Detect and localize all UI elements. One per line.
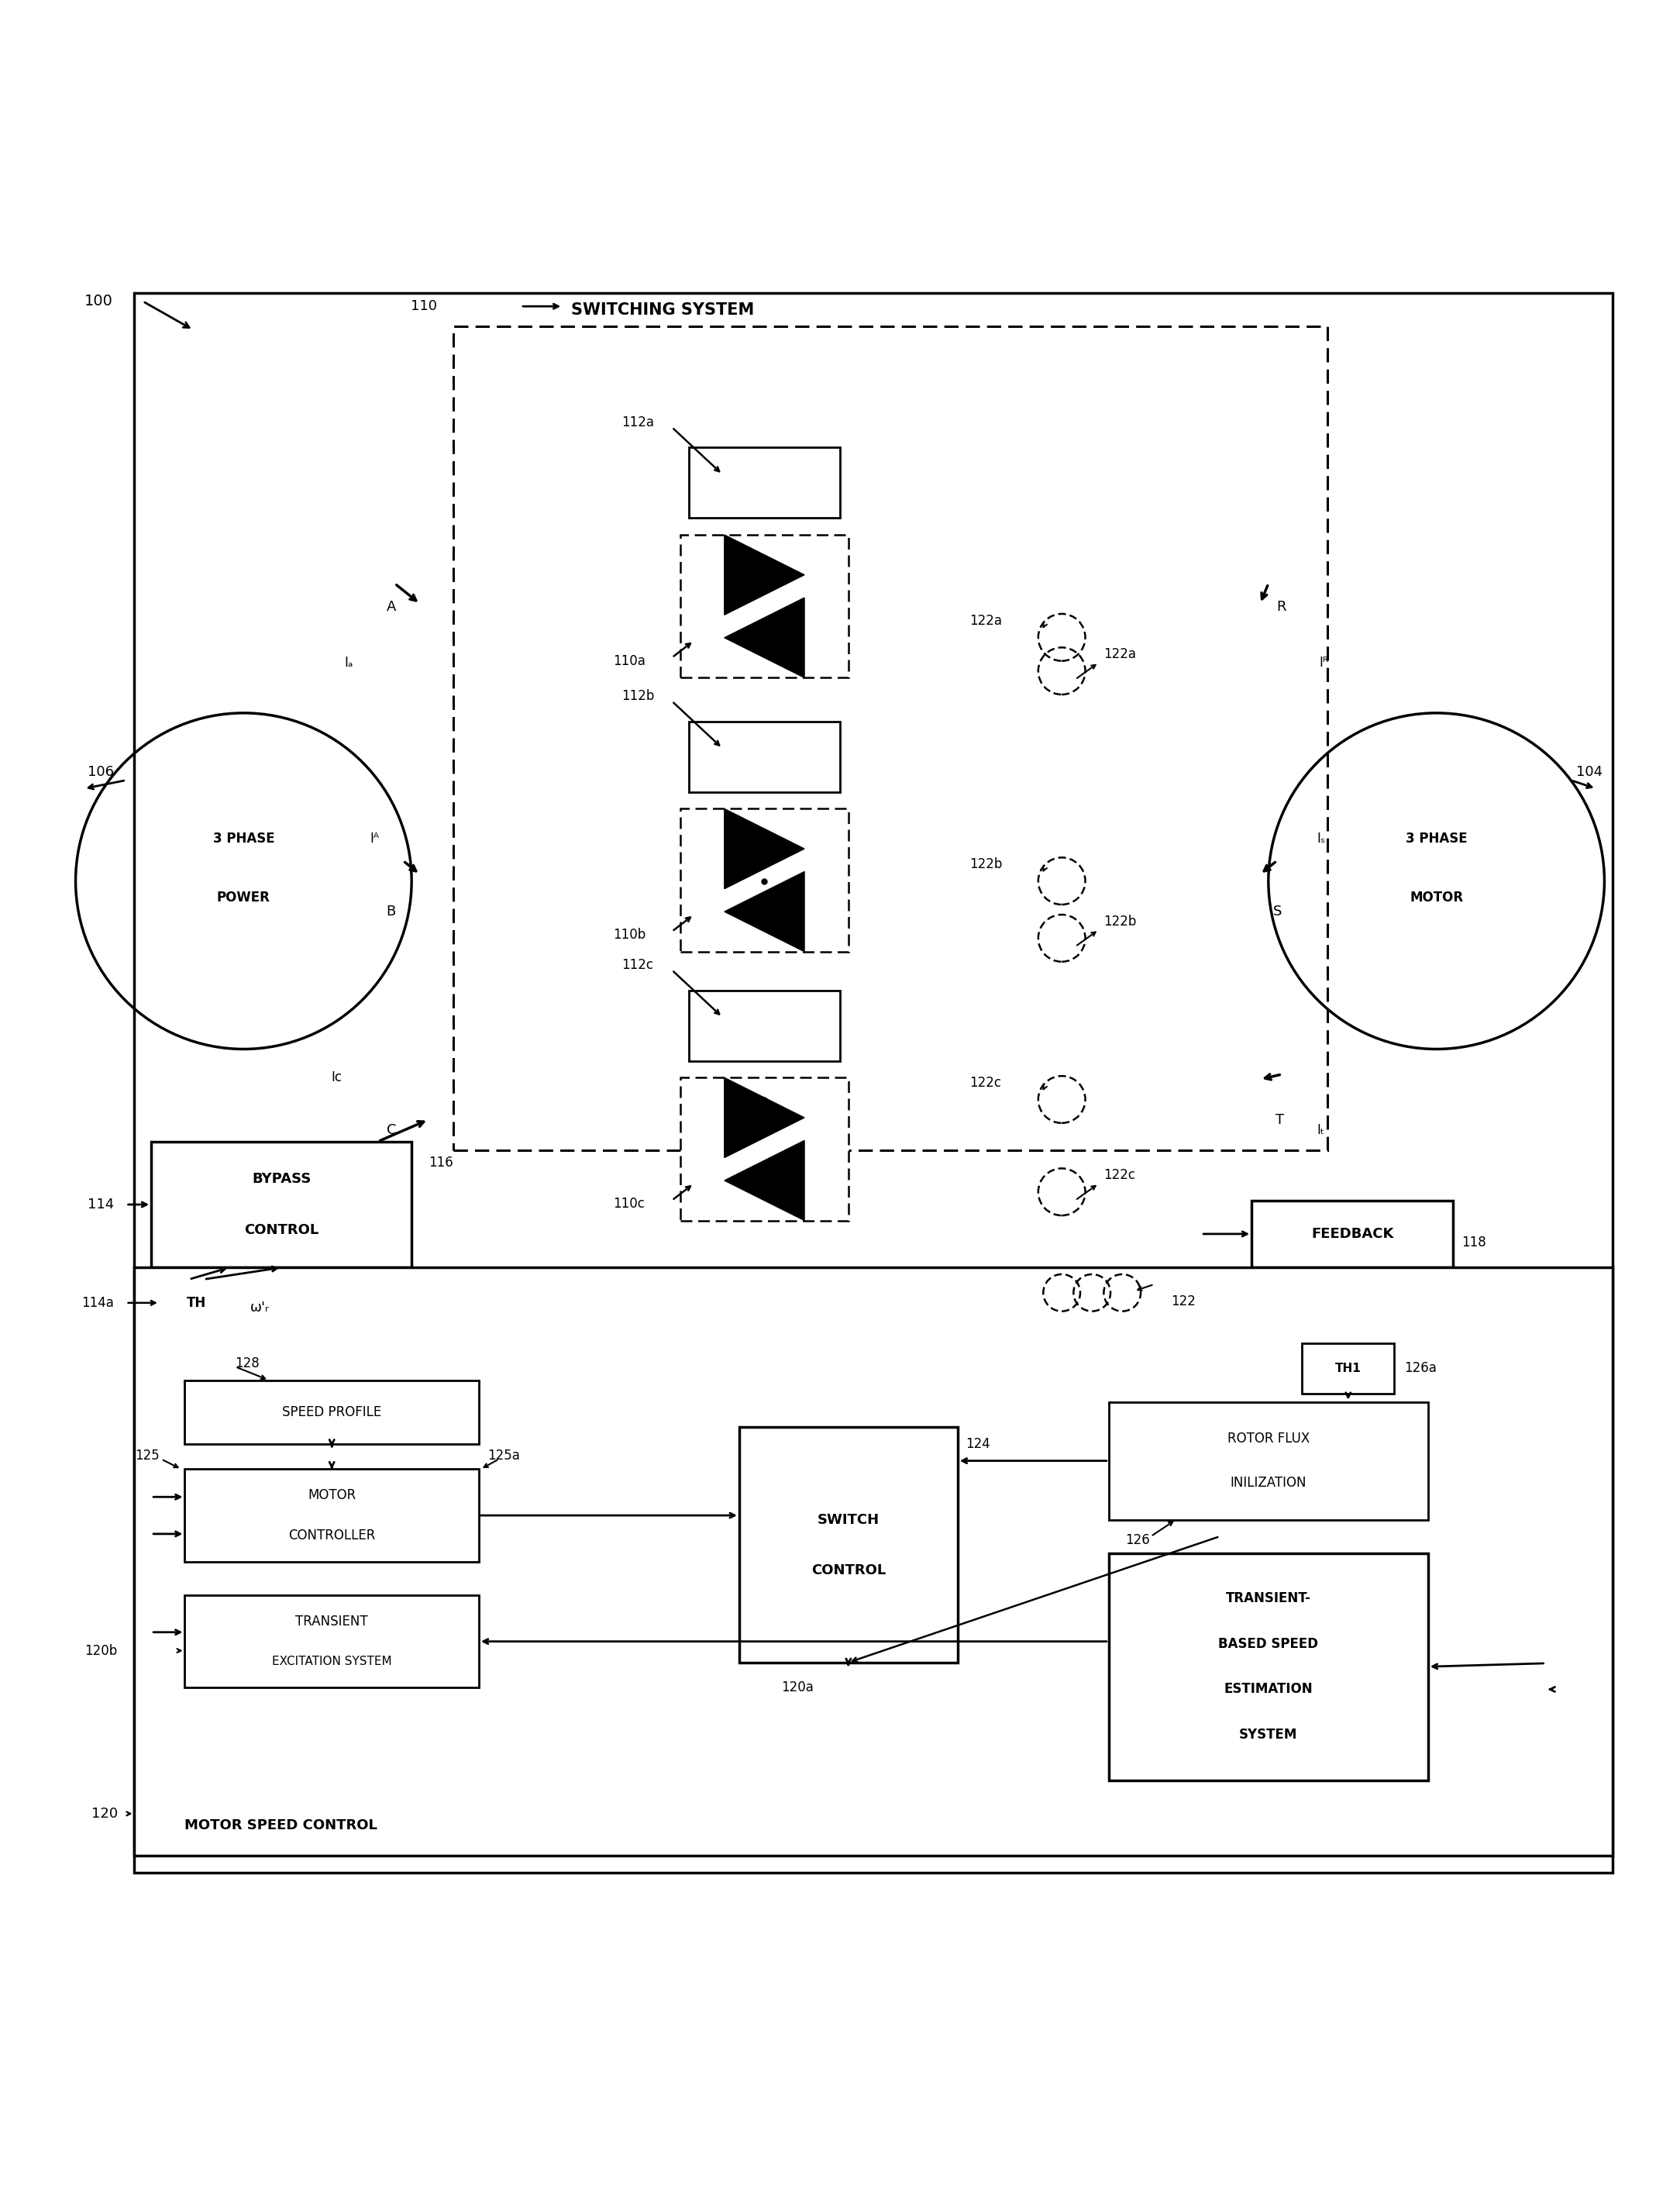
Text: A: A xyxy=(386,600,396,614)
Text: 122c: 122c xyxy=(969,1075,1001,1091)
Text: SPEED PROFILE: SPEED PROFILE xyxy=(282,1405,381,1418)
Text: BYPASS: BYPASS xyxy=(252,1172,311,1185)
Bar xyxy=(151,1141,412,1267)
Bar xyxy=(689,721,840,792)
Text: S: S xyxy=(1273,904,1282,919)
Text: MOTOR: MOTOR xyxy=(307,1489,356,1502)
Text: SYSTEM: SYSTEM xyxy=(1240,1728,1297,1742)
Polygon shape xyxy=(724,598,805,677)
Bar xyxy=(680,534,848,677)
Text: 122a: 122a xyxy=(969,614,1001,627)
Text: 122b: 122b xyxy=(1104,915,1137,928)
Text: EXCITATION SYSTEM: EXCITATION SYSTEM xyxy=(272,1656,391,1667)
Text: TRANSIENT-: TRANSIENT- xyxy=(1226,1592,1310,1605)
Text: 122a: 122a xyxy=(1104,647,1136,662)
Text: 114: 114 xyxy=(87,1198,114,1212)
Polygon shape xyxy=(724,1078,805,1157)
Polygon shape xyxy=(724,534,805,616)
Text: Iᴬ: Iᴬ xyxy=(370,831,380,847)
Text: 114a: 114a xyxy=(82,1295,114,1311)
Text: 122: 122 xyxy=(1171,1295,1196,1308)
Text: CONTROL: CONTROL xyxy=(811,1563,885,1577)
Text: Iₐ: Iₐ xyxy=(344,655,353,668)
Text: 120: 120 xyxy=(91,1808,118,1821)
Text: 100: 100 xyxy=(84,295,113,308)
Text: 122c: 122c xyxy=(1104,1168,1136,1183)
Text: 125: 125 xyxy=(134,1449,160,1462)
Polygon shape xyxy=(724,809,805,888)
Text: B: B xyxy=(386,904,396,919)
Text: 128: 128 xyxy=(235,1357,260,1370)
Text: 126: 126 xyxy=(1126,1533,1151,1546)
Text: ω'ᵣ: ω'ᵣ xyxy=(250,1300,269,1315)
Text: Iₛ: Iₛ xyxy=(1317,831,1326,847)
Text: BASED SPEED: BASED SPEED xyxy=(1218,1636,1319,1651)
Text: 124: 124 xyxy=(966,1436,991,1451)
Text: SWITCHING SYSTEM: SWITCHING SYSTEM xyxy=(571,301,754,317)
Text: 110b: 110b xyxy=(613,928,645,941)
Text: 125a: 125a xyxy=(487,1449,519,1462)
Text: 110: 110 xyxy=(410,299,437,312)
Text: 120a: 120a xyxy=(781,1680,813,1695)
Text: 110a: 110a xyxy=(613,653,645,668)
Polygon shape xyxy=(724,871,805,952)
Text: 106: 106 xyxy=(87,765,114,778)
Text: 104: 104 xyxy=(1576,765,1603,778)
Bar xyxy=(185,1381,479,1445)
Text: CONTROL: CONTROL xyxy=(244,1223,319,1236)
Bar xyxy=(680,1078,848,1220)
Text: MOTOR: MOTOR xyxy=(1410,891,1463,904)
Bar xyxy=(185,1594,479,1687)
Text: TH: TH xyxy=(186,1295,207,1311)
Text: T: T xyxy=(1275,1113,1284,1126)
Bar xyxy=(689,446,840,519)
Text: POWER: POWER xyxy=(217,891,270,904)
Text: Iᴄ: Iᴄ xyxy=(331,1071,341,1084)
Bar xyxy=(185,1469,479,1561)
Text: Iₜ: Iₜ xyxy=(1317,1124,1326,1137)
Text: 120b: 120b xyxy=(86,1643,118,1658)
Text: CONTROLLER: CONTROLLER xyxy=(289,1528,375,1541)
Text: 3 PHASE: 3 PHASE xyxy=(1406,831,1467,847)
Text: MOTOR SPEED CONTROL: MOTOR SPEED CONTROL xyxy=(185,1819,378,1832)
Bar xyxy=(160,1280,234,1326)
Text: 122b: 122b xyxy=(969,858,1003,871)
Polygon shape xyxy=(724,1141,805,1220)
Text: Iᴿ: Iᴿ xyxy=(1319,655,1329,668)
Bar xyxy=(1109,1403,1428,1520)
Text: TRANSIENT: TRANSIENT xyxy=(296,1614,368,1627)
Text: FEEDBACK: FEEDBACK xyxy=(1310,1227,1394,1240)
Text: TH1: TH1 xyxy=(1336,1363,1361,1374)
Text: 116: 116 xyxy=(428,1154,454,1170)
Text: SWITCH: SWITCH xyxy=(818,1513,879,1526)
Text: R: R xyxy=(1277,600,1287,614)
Text: ESTIMATION: ESTIMATION xyxy=(1225,1682,1312,1695)
Bar xyxy=(134,1267,1613,1856)
Text: ROTOR FLUX: ROTOR FLUX xyxy=(1226,1432,1310,1447)
Text: 3 PHASE: 3 PHASE xyxy=(213,831,274,847)
Text: INILIZATION: INILIZATION xyxy=(1230,1476,1307,1489)
Bar xyxy=(739,1427,958,1662)
Bar xyxy=(689,990,840,1060)
Text: C: C xyxy=(386,1124,396,1137)
Text: 118: 118 xyxy=(1462,1236,1487,1249)
Bar xyxy=(1109,1552,1428,1779)
Bar xyxy=(680,809,848,952)
Bar xyxy=(134,292,1613,1874)
Text: 112a: 112a xyxy=(622,416,654,429)
Text: 126a: 126a xyxy=(1404,1361,1436,1374)
Bar xyxy=(1252,1201,1453,1267)
Bar xyxy=(454,325,1327,1150)
Text: 112b: 112b xyxy=(622,688,655,704)
Text: 110c: 110c xyxy=(613,1196,645,1212)
Text: 112c: 112c xyxy=(622,959,654,972)
Bar xyxy=(1302,1344,1394,1394)
